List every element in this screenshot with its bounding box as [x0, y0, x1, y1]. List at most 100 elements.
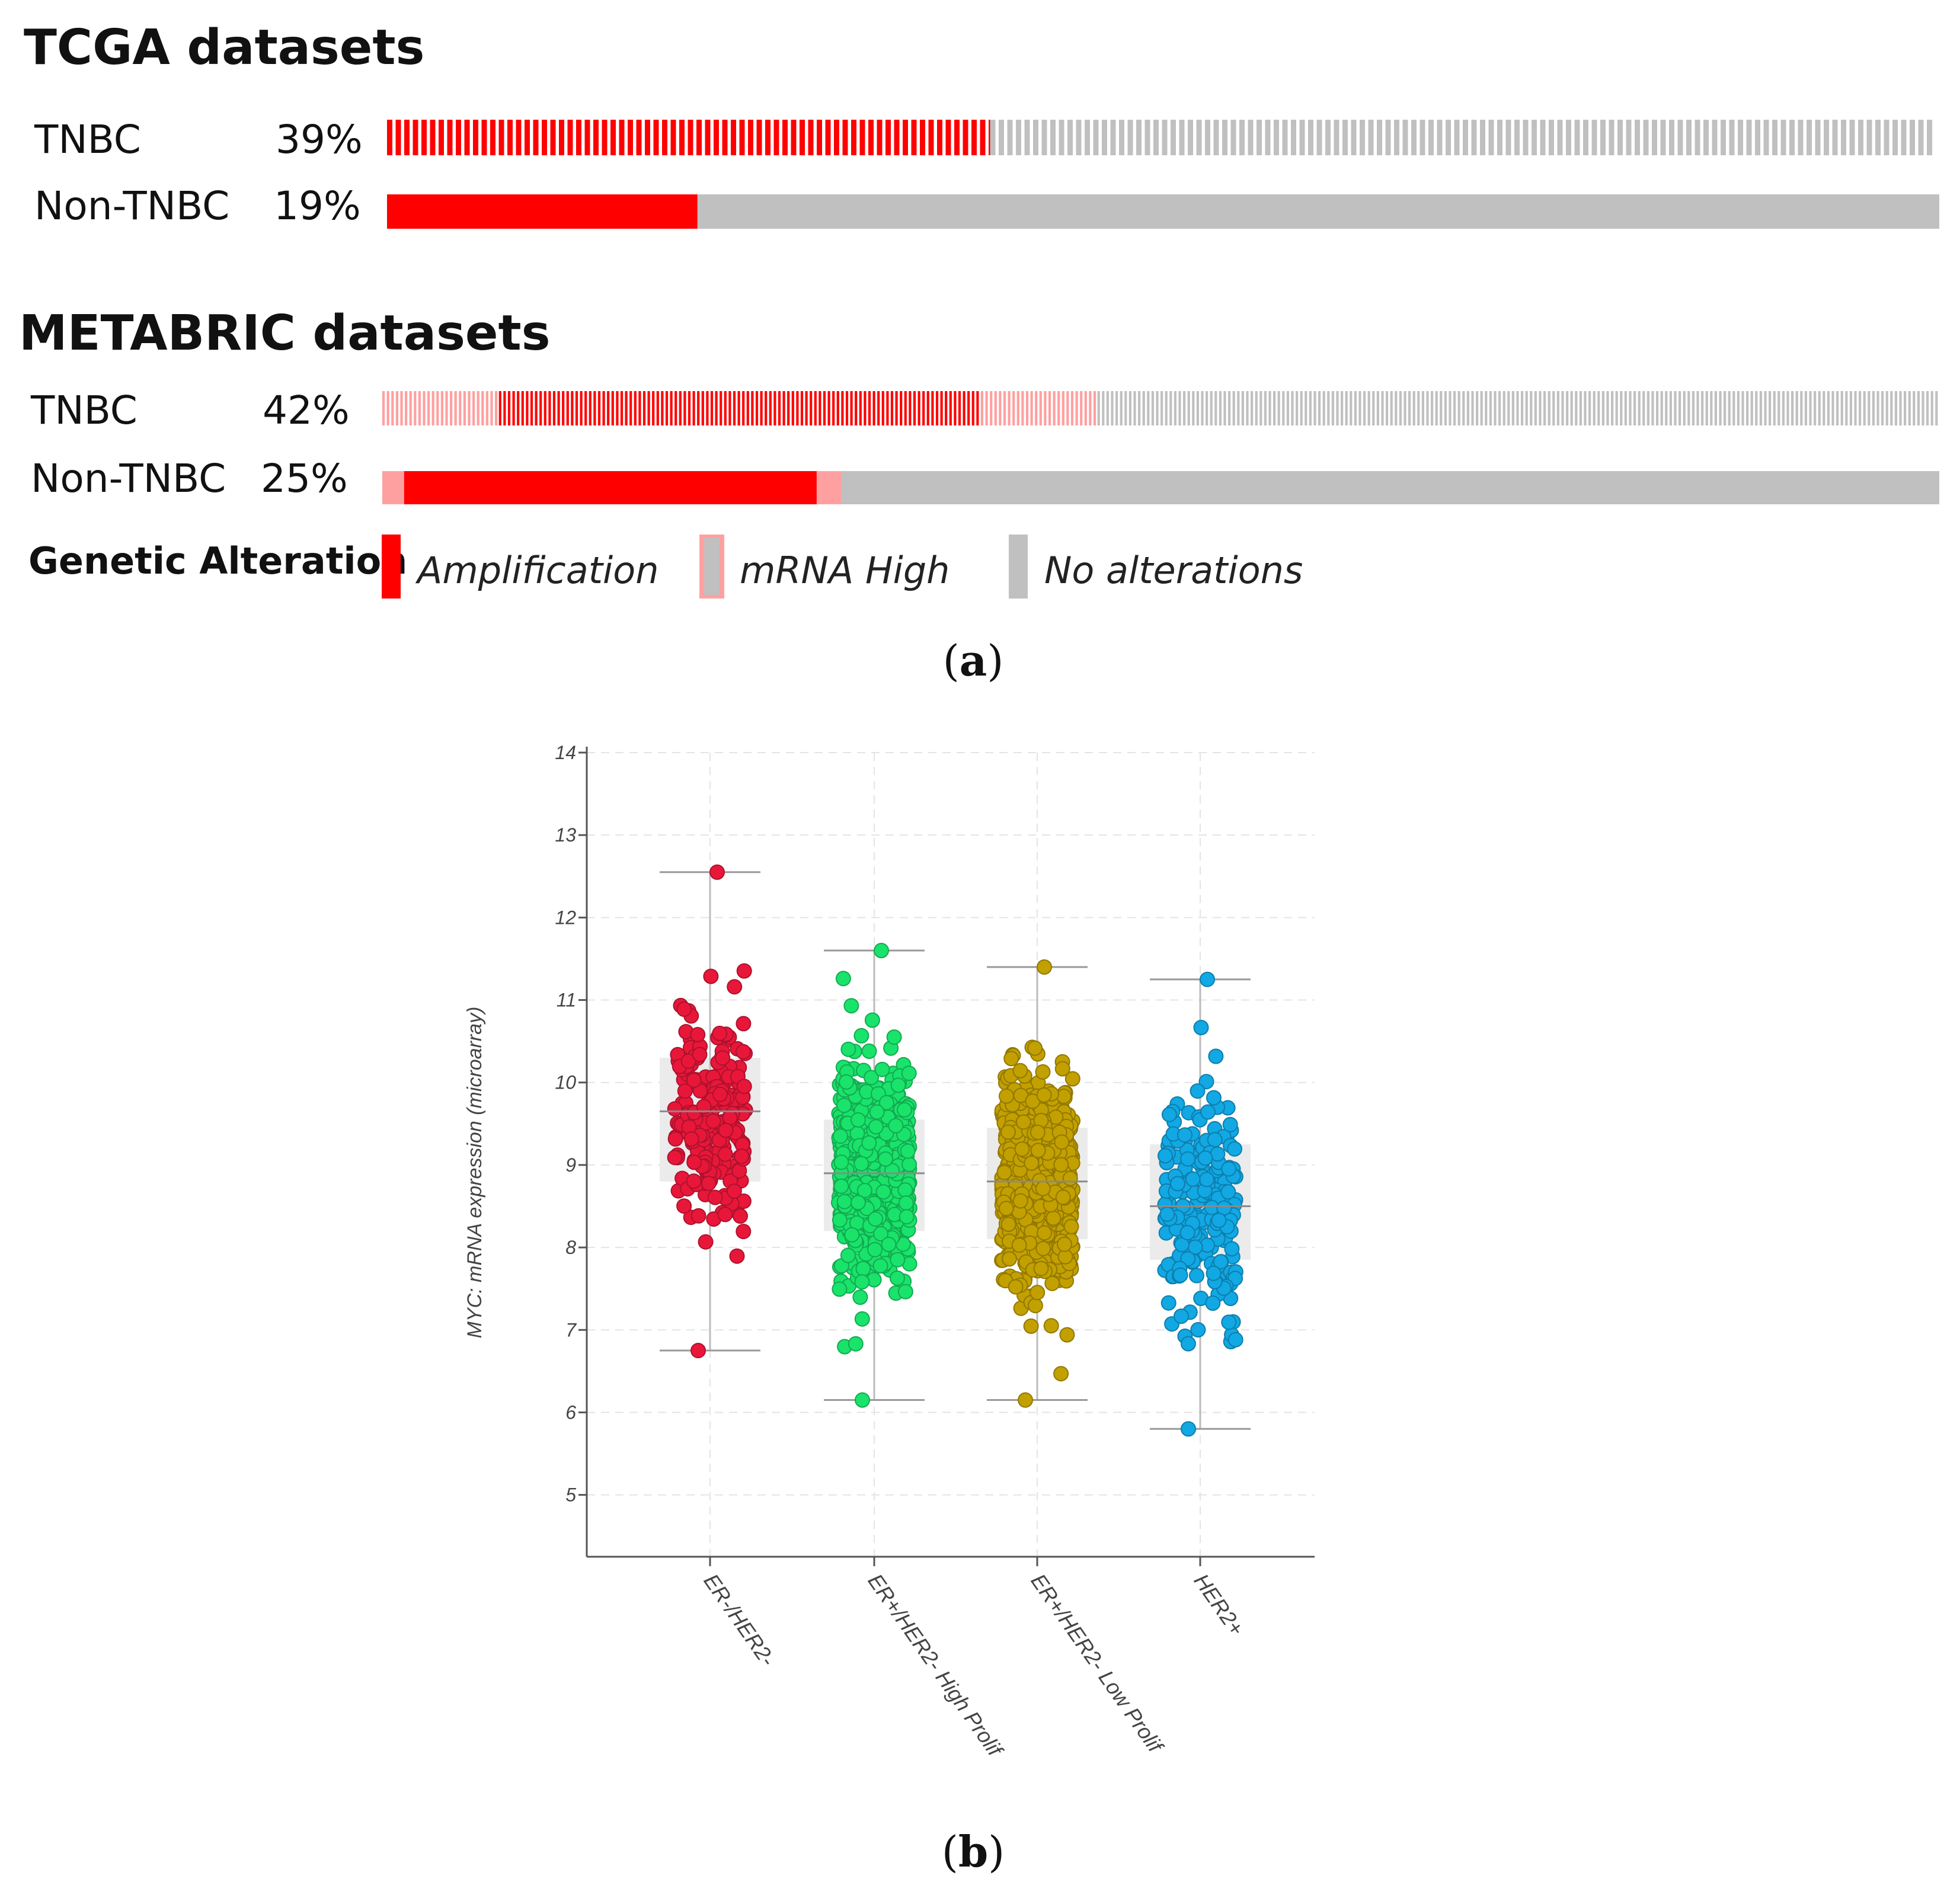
data-point	[890, 1252, 906, 1268]
data-point-min	[1018, 1392, 1033, 1408]
bar-tick	[1738, 120, 1743, 155]
bar-tick	[911, 120, 917, 155]
bar-tick	[1345, 391, 1348, 425]
data-point	[686, 1173, 702, 1189]
bar-tick	[1665, 391, 1668, 425]
alteration-bar-tcga-tnbc	[387, 120, 1932, 155]
data-point	[1221, 1314, 1237, 1330]
bar-tick	[1012, 391, 1015, 425]
data-point	[833, 1178, 849, 1194]
bar-tick	[1471, 391, 1474, 425]
data-point	[861, 1135, 877, 1151]
bar-tick	[1318, 391, 1321, 425]
data-point	[1199, 1172, 1214, 1188]
bar-tick	[1927, 120, 1932, 155]
bar-tick	[1737, 391, 1740, 425]
bar-tick	[400, 391, 403, 425]
bar-tick	[688, 120, 693, 155]
data-point	[1056, 1089, 1072, 1104]
bar-tick	[1858, 120, 1863, 155]
bar-tick	[1444, 391, 1447, 425]
data-point	[667, 1150, 683, 1166]
bar-tick	[1901, 120, 1907, 155]
bar-tick	[773, 120, 779, 155]
bar-tick	[1222, 120, 1227, 155]
bar-tick	[1196, 391, 1199, 425]
myc-expression-plot: 5 6 7 8 9 10 11 12 13 14 MYC: mRNA expression (mic…	[463, 742, 1315, 1762]
y-tick-label: 12	[555, 907, 576, 928]
bar-tick	[755, 391, 759, 425]
bar-tick	[1084, 391, 1087, 425]
bar-tick	[1746, 391, 1749, 425]
bar-tick	[490, 391, 493, 425]
bar-tick	[1866, 120, 1872, 155]
bar-tick	[1579, 391, 1582, 425]
bar-segment-metabric-non-tnbc-mrna-high	[816, 471, 842, 504]
bar-tick	[1890, 391, 1893, 425]
row-label-tcga-non-tnbc: Non-TNBC	[34, 183, 229, 229]
bar-tick	[1660, 120, 1666, 155]
data-point	[832, 1281, 848, 1297]
bar-tick	[597, 391, 601, 425]
bar-tick	[810, 391, 813, 425]
bar-tick	[697, 391, 700, 425]
bar-tick	[1336, 391, 1339, 425]
bar-tick	[945, 391, 948, 425]
bar-tick	[1584, 391, 1587, 425]
bar-tick	[387, 120, 392, 155]
bar-tick	[620, 391, 624, 425]
bar-tick	[954, 120, 960, 155]
bar-tick	[593, 120, 599, 155]
bar-tick	[498, 391, 501, 425]
data-point	[1179, 1225, 1195, 1241]
bar-tick	[1643, 120, 1649, 155]
data-point	[855, 1260, 871, 1276]
data-point	[1064, 1071, 1080, 1087]
panel-label-b: (b)	[942, 1826, 1005, 1877]
bar-tick	[1712, 120, 1718, 155]
y-tick-label: 14	[555, 742, 576, 763]
alteration-bar-tcga-non-tnbc	[387, 194, 1939, 229]
bar-tick	[1291, 391, 1294, 425]
bar-tick	[610, 120, 616, 155]
bar-tick	[1268, 391, 1271, 425]
bar-tick	[456, 120, 461, 155]
bar-tick	[450, 391, 453, 425]
data-point	[1053, 1157, 1069, 1173]
bar-tick	[427, 391, 430, 425]
bar-tick	[1498, 391, 1501, 425]
data-point	[843, 998, 859, 1014]
bar-tick	[1322, 391, 1325, 425]
data-point	[869, 1104, 885, 1120]
bar-tick	[1360, 120, 1365, 155]
bar-tick	[1454, 120, 1460, 155]
alteration-bar-metabric-tnbc	[382, 391, 1938, 425]
bar-tick	[413, 120, 418, 155]
data-point	[726, 1183, 742, 1199]
bar-tick	[602, 391, 605, 425]
bar-tick	[903, 120, 908, 155]
bar-tick	[1530, 391, 1533, 425]
bar-tick	[1703, 120, 1709, 155]
bar-tick	[842, 120, 848, 155]
bar-tick	[791, 120, 797, 155]
bar-tick	[778, 391, 781, 425]
points-er-pos-her2-neg-low-prolif	[994, 959, 1080, 1408]
bar-tick	[886, 391, 889, 425]
data-point	[864, 1070, 879, 1086]
bar-tick	[1453, 391, 1456, 425]
bar-tick	[1881, 391, 1884, 425]
bar-tick	[841, 391, 844, 425]
bar-tick	[742, 391, 745, 425]
data-point	[851, 1195, 866, 1211]
bar-tick	[1024, 120, 1030, 155]
data-point	[832, 1212, 848, 1228]
bar-tick	[1192, 391, 1195, 425]
data-point	[1012, 1063, 1028, 1079]
bar-tick	[971, 120, 977, 155]
data-point	[1037, 1225, 1053, 1241]
bar-tick	[1372, 391, 1375, 425]
bar-tick	[1153, 120, 1159, 155]
bar-tick	[904, 391, 907, 425]
bar-tick	[539, 391, 542, 425]
